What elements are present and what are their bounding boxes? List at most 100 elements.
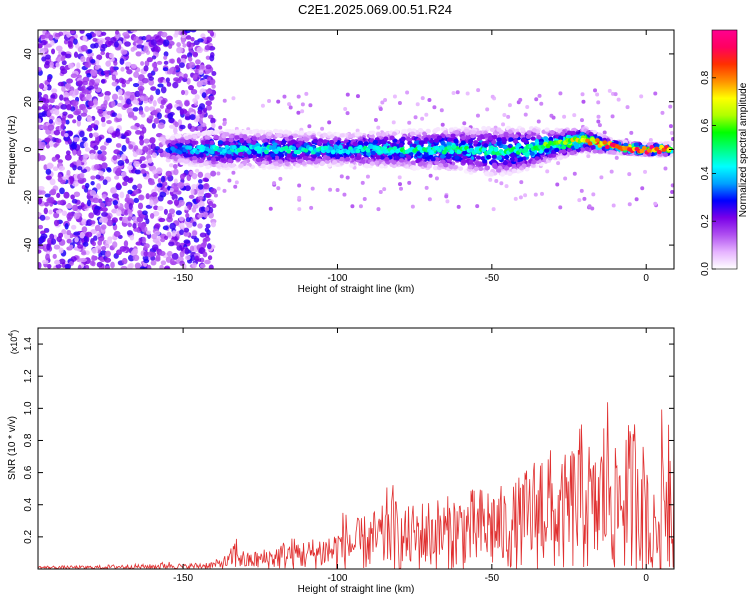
heatmap-cell [141, 236, 147, 244]
heatmap-cell [66, 78, 74, 84]
heatmap-cell [38, 124, 43, 130]
heatmap-cell [183, 159, 189, 164]
heatmap-cell [140, 163, 147, 169]
heatmap-cell [134, 90, 141, 98]
heatmap-cell [151, 152, 158, 159]
heatmap-cell [104, 242, 110, 249]
heatmap-cell [484, 171, 490, 176]
heatmap-cell [352, 141, 358, 147]
heatmap-cell [58, 247, 64, 254]
heatmap-cell [662, 152, 669, 157]
heatmap-cell [156, 112, 162, 120]
heatmap-cell [492, 134, 498, 140]
heatmap-cell [424, 185, 429, 190]
heatmap-cell [58, 232, 64, 238]
heatmap-cell [171, 252, 179, 260]
heatmap-cell [104, 91, 111, 96]
heatmap-cell [588, 131, 594, 137]
heatmap-cell [127, 177, 133, 184]
heatmap-cell [197, 125, 203, 131]
heatmap-cell [138, 110, 144, 115]
heatmap-cell [116, 167, 122, 174]
heatmap-cell [554, 147, 560, 153]
heatmap-cell [407, 128, 413, 133]
heatmap-cell [448, 127, 454, 132]
heatmap-cell [295, 143, 302, 148]
heatmap-cell [521, 138, 527, 143]
heatmap-cell [562, 114, 567, 119]
heatmap-cell [46, 76, 52, 83]
heatmap-cell [462, 121, 467, 126]
y-tick-label: 20 [23, 96, 34, 108]
heatmap-cell [111, 81, 118, 87]
heatmap-cell [102, 216, 109, 224]
heatmap-cell [66, 103, 72, 111]
heatmap-cell [184, 247, 190, 255]
heatmap-cell [453, 138, 459, 144]
heatmap-cell [161, 31, 168, 38]
heatmap-cell [45, 175, 52, 180]
heatmap-cell [165, 170, 172, 178]
heatmap-cell [204, 140, 211, 145]
heatmap-cell [44, 137, 51, 143]
heatmap-cell [162, 187, 168, 193]
heatmap-cell [591, 192, 596, 197]
heatmap-cell [38, 91, 42, 97]
heatmap-cell [80, 55, 86, 63]
heatmap-cell [525, 134, 531, 140]
heatmap-cell [596, 119, 601, 124]
heatmap-cell [77, 264, 82, 269]
heatmap-cell [57, 81, 65, 87]
heatmap-cell [596, 100, 601, 105]
heatmap-cell [128, 203, 133, 210]
heatmap-cell [423, 137, 429, 142]
heatmap-cell [427, 98, 432, 103]
heatmap-cell [137, 210, 143, 215]
heatmap-cell [502, 145, 508, 150]
heatmap-cell [152, 200, 158, 205]
heatmap-cell [97, 153, 104, 161]
heatmap-cell [306, 130, 312, 136]
heatmap-cell [173, 168, 179, 176]
heatmap-cell [283, 129, 289, 134]
heatmap-cell [508, 133, 514, 138]
snr-y-multiplier: (x104) [8, 330, 19, 354]
heatmap-cell [132, 99, 140, 105]
heatmap-cell [473, 166, 479, 172]
heatmap-cell [72, 100, 79, 106]
heatmap-cell [201, 92, 207, 99]
heatmap-cell [224, 140, 230, 146]
heatmap-cell [533, 192, 538, 197]
heatmap-cell [76, 114, 82, 122]
heatmap-cell [243, 152, 249, 157]
heatmap-cell [185, 212, 190, 219]
heatmap-cell [90, 123, 96, 128]
y-tick-label: 1.4 [23, 337, 34, 351]
heatmap-cell [77, 166, 83, 171]
heatmap-cell [452, 165, 458, 170]
heatmap-cell [653, 91, 658, 96]
heatmap-cell [197, 184, 204, 190]
heatmap-cell [216, 171, 221, 176]
heatmap-cell [205, 223, 211, 229]
heatmap-cell [51, 48, 56, 55]
heatmap-cell [110, 261, 115, 269]
heatmap-cell [496, 137, 502, 142]
heatmap-cell [188, 194, 195, 199]
heatmap-cell [79, 30, 85, 34]
heatmap-cell [63, 39, 69, 45]
heatmap-cell [190, 88, 198, 95]
heatmap-cell [491, 150, 497, 156]
x-tick-label: -150 [173, 573, 193, 584]
heatmap-cell [46, 110, 51, 117]
heatmap-cell [172, 81, 179, 89]
heatmap-cell [425, 129, 431, 134]
heatmap-cell [101, 194, 107, 199]
heatmap-cell [209, 150, 215, 155]
heatmap-cell [90, 175, 96, 180]
heatmap-cell [86, 219, 93, 227]
heatmap-cell [491, 154, 497, 159]
heatmap-cell [153, 66, 159, 72]
heatmap-cell [262, 138, 268, 144]
heatmap-cell [211, 84, 216, 89]
